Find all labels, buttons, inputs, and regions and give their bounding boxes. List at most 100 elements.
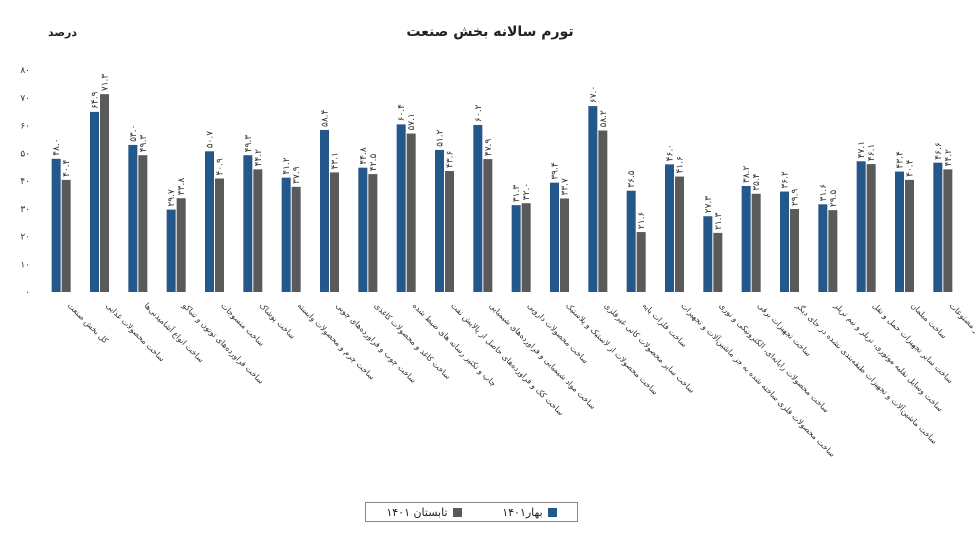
y-tick-label: ۸۰: [20, 66, 30, 76]
data-label: ۶۰.۴: [397, 104, 407, 122]
data-label: ۵۳.۰: [129, 125, 139, 142]
category-label: کل بخش صنعت: [66, 301, 110, 345]
bar: [751, 193, 761, 292]
category-label: ساخت سایر تجهیزات حمل و نقل: [871, 301, 955, 385]
bar: [445, 171, 454, 292]
data-label: ۲۷.۳: [704, 196, 714, 214]
data-label: ۴۶.۶: [934, 142, 944, 160]
data-label: ۳۱.۶: [819, 184, 829, 202]
bar: [521, 203, 531, 292]
data-label: ۳۲.۰: [522, 183, 532, 200]
y-tick-label: ۱۰: [20, 260, 30, 270]
data-label: ۴۰.۹: [216, 158, 226, 176]
data-label: ۴۹.۳: [244, 135, 254, 153]
y-tick-label: ۴۰: [20, 177, 30, 187]
data-label: ۴۱.۶: [676, 156, 686, 174]
bar: [406, 133, 416, 292]
data-label: ۴۳.۴: [896, 151, 906, 169]
bar: [943, 169, 953, 292]
bar: [675, 176, 684, 292]
data-label: ۳۹.۴: [551, 162, 561, 180]
category-label: ساخت فراورده‌های توتون و تنباکو: [180, 300, 266, 386]
data-label: ۶۷.۰: [589, 86, 599, 103]
bar: [866, 164, 876, 292]
legend-item-summer: تابستان ۱۴۰۱: [386, 505, 462, 519]
category-label: ساخت چوب و فراورده‌های چوبی: [334, 301, 418, 385]
legend: تابستان ۱۴۰۱ بهار۱۴۰۱: [365, 502, 578, 522]
bar: [598, 130, 608, 292]
data-label: ۴۸.۰: [52, 138, 62, 155]
data-label: ۴۶.۰: [666, 144, 676, 161]
bar: [828, 210, 838, 292]
y-axis: ۰ ۱۰ ۲۰ ۳۰ ۴۰ ۵۰ ۶۰ ۷۰ ۸۰: [20, 66, 30, 298]
y-tick-label: ۳۰: [20, 205, 30, 215]
bar: [61, 179, 71, 292]
data-label: ۳۶.۵: [627, 170, 637, 188]
y-tick-label: ۵۰: [20, 149, 30, 159]
data-label: ۴۷.۱: [857, 141, 867, 158]
bar: [243, 155, 253, 292]
bar: [626, 190, 636, 292]
data-label: ۴۹.۳: [139, 135, 149, 153]
data-label: ۵۰.۷: [206, 131, 216, 149]
bar: [100, 94, 109, 292]
bar: [483, 159, 493, 292]
data-label: ۴۶.۱: [867, 144, 877, 161]
data-label: ۴۳.۶: [446, 150, 456, 168]
data-label: ۴۴.۲: [254, 149, 264, 167]
legend-label-summer: تابستان ۱۴۰۱: [386, 505, 448, 519]
bars-group: [51, 94, 953, 292]
bar: [128, 144, 138, 292]
legend-item-spring: بهار۱۴۰۱: [502, 505, 557, 519]
data-label: ۵۷.۱: [407, 113, 417, 130]
data-label: ۳۵.۴: [752, 173, 762, 191]
data-label: ۲۱.۶: [637, 212, 647, 230]
data-label: ۴۷.۹: [484, 139, 494, 157]
chart-title: تورم سالانه بخش صنعت: [406, 24, 573, 40]
bar: [856, 161, 866, 292]
category-label: ساخت ماشین‌آلات و تجهیزات طبقه‌بندی نشده…: [793, 300, 939, 446]
bar: [396, 124, 406, 292]
y-tick-label: ۲۰: [20, 233, 30, 243]
bar: [933, 162, 943, 292]
data-label: ۴۳.۱: [331, 152, 341, 169]
data-label: ۳۶.۲: [781, 171, 791, 189]
data-label: ۴۴.۸: [359, 147, 369, 165]
data-labels-group: ۴۸.۰۴۰.۴۶۴.۹۷۱.۳۵۳.۰۴۹.۳۲۹.۷۳۳.۸۵۰.۷۴۰.۹…: [52, 74, 954, 230]
data-label: ۴۰.۴: [62, 159, 72, 177]
category-label: ساخت پوشاک: [257, 301, 297, 341]
legend-swatch-spring: [547, 507, 557, 517]
bar: [358, 167, 368, 292]
bar: [588, 106, 598, 292]
bar: [905, 179, 914, 292]
bar: [818, 204, 828, 292]
bar: [435, 149, 444, 292]
data-label: ۳۱.۳: [512, 185, 522, 203]
data-label: ۲۹.۹: [791, 188, 801, 206]
bar: [166, 209, 176, 292]
y-tick-label: ۰: [25, 288, 30, 298]
category-label: ساخت چرم و محصولات وابسته: [296, 301, 377, 382]
bar: [473, 124, 483, 292]
data-label: ۳۳.۸: [177, 178, 187, 196]
data-label: ۴۱.۲: [282, 157, 292, 175]
bar: [550, 182, 559, 292]
data-label: ۲۹.۵: [829, 190, 839, 208]
y-tick-label: ۶۰: [20, 122, 30, 132]
bar: [511, 205, 521, 292]
bar: [253, 169, 263, 292]
data-label: ۶۴.۹: [91, 91, 101, 109]
bar: [90, 111, 99, 292]
category-label: ساخت کاغذ و محصولات کاغذی: [372, 301, 452, 381]
legend-label-spring: بهار۱۴۰۱: [502, 505, 543, 519]
data-label: ۵۱.۲: [436, 129, 446, 147]
bar: [703, 216, 713, 292]
y-axis-unit: درصد: [48, 26, 77, 39]
category-label: ساخت سایر مصنوعات: [947, 301, 975, 361]
bar: [741, 185, 751, 292]
legend-swatch-summer: [452, 507, 462, 517]
bar: [320, 129, 329, 292]
data-label: ۳۷.۹: [292, 166, 302, 184]
